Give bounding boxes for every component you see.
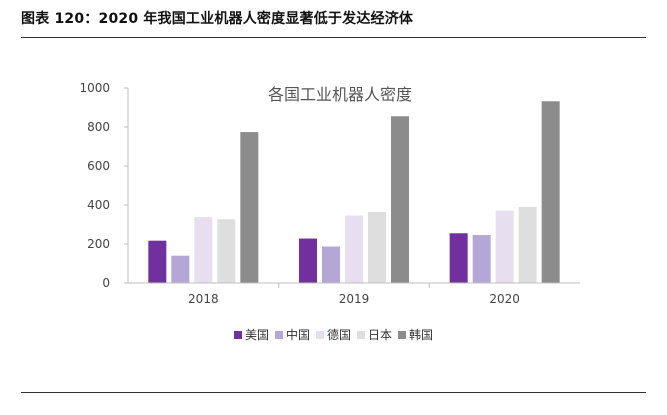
x-axis: 2018 2019 2020: [128, 282, 580, 306]
bottom-divider: [21, 392, 646, 393]
bar-日本-2020: [518, 206, 537, 283]
legend-swatch: [233, 331, 242, 339]
bar-中国-2018: [171, 255, 190, 283]
bar-中国-2019: [322, 246, 340, 283]
y-tick-label: 1000: [79, 81, 110, 95]
legend-item: 美国: [233, 326, 269, 343]
legend-item: 中国: [274, 326, 310, 343]
bar-韩国-2019: [391, 116, 409, 284]
x-tick-label: 2020: [489, 292, 520, 306]
legend-label: 美国: [244, 328, 269, 342]
y-tick-label: 400: [87, 198, 110, 212]
y-tick-label: 0: [102, 276, 110, 290]
bar-chart: 各国工业机器人密度 0 200 400 600 800 1000 2018 2019 2020: [79, 81, 580, 306]
y-tick-label: 800: [87, 120, 110, 134]
bar-德国-2020: [495, 210, 514, 283]
bar-美国-2018: [148, 240, 167, 283]
bar-德国-2019: [345, 215, 363, 283]
figure-title: 图表 120：2020 年我国工业机器人密度显著低于发达经济体: [21, 11, 414, 27]
y-tick-label: 200: [87, 237, 110, 251]
legend-label: 日本: [368, 328, 393, 342]
y-tick-label: 600: [87, 159, 110, 173]
y-axis: 0 200 400 600 800 1000: [79, 81, 129, 290]
legend-item: 日本: [357, 326, 392, 343]
x-tick-label: 2018: [188, 292, 219, 306]
bar-德国-2018: [194, 217, 213, 283]
legend-label: 德国: [326, 328, 351, 342]
legend-swatch: [315, 331, 324, 339]
legend-swatch: [357, 331, 365, 339]
legend: 美国 中国 德国 日本 韩国: [0, 326, 667, 343]
bar-美国-2019: [299, 238, 317, 283]
chart-title: 各国工业机器人密度: [268, 85, 412, 104]
bar-日本-2019: [368, 212, 386, 283]
bar-韩国-2018: [240, 132, 259, 283]
bar-美国-2020: [449, 233, 468, 283]
legend-swatch: [274, 331, 283, 339]
legend-label: 韩国: [409, 328, 434, 342]
bar-韩国-2020: [541, 101, 560, 283]
legend-item: 韩国: [398, 326, 433, 343]
legend-item: 德国: [315, 326, 351, 343]
x-tick-label: 2019: [339, 292, 370, 306]
bars-group: [148, 101, 560, 284]
legend-label: 中国: [285, 328, 310, 342]
top-divider: [21, 37, 646, 38]
bar-中国-2020: [472, 235, 491, 283]
bar-日本-2018: [217, 219, 236, 283]
legend-swatch: [398, 331, 407, 339]
